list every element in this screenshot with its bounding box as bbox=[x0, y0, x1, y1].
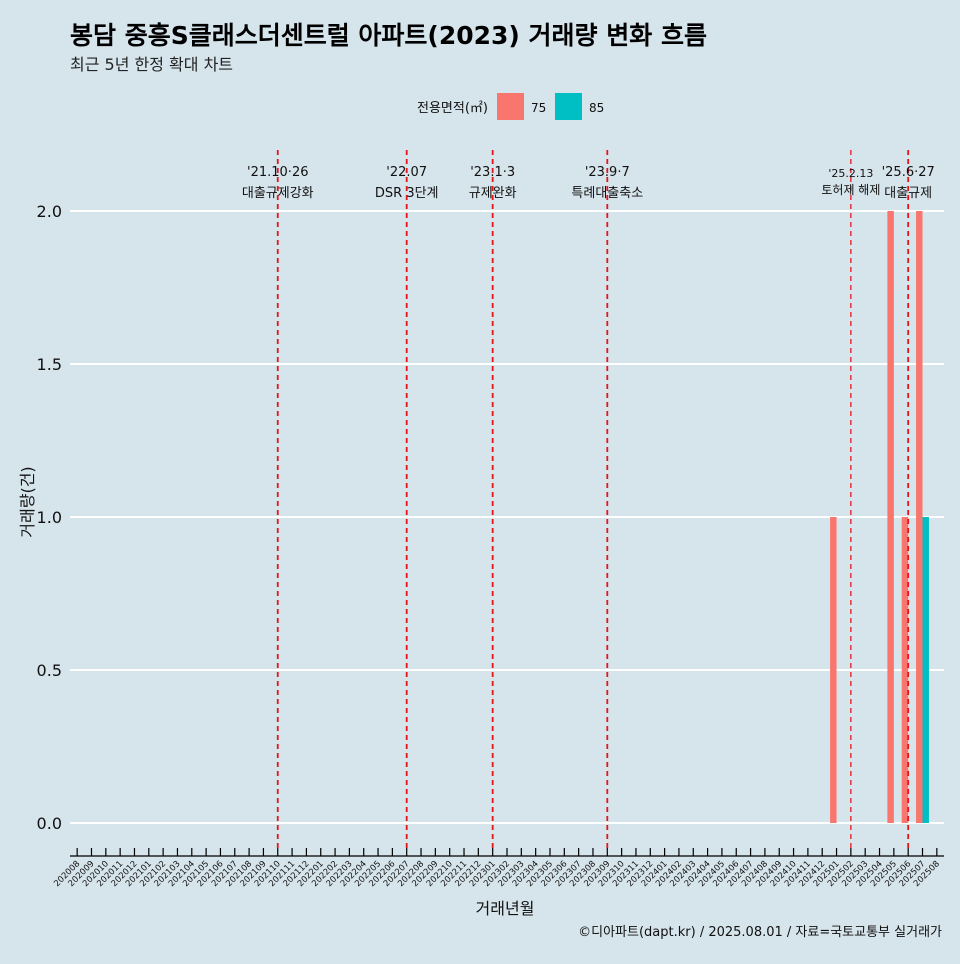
event-date: '21.10·26 bbox=[247, 165, 308, 180]
event-label: 특례대출축소 bbox=[571, 186, 643, 201]
y-tick-label: 0.0 bbox=[37, 814, 62, 833]
event-label: 대출규제 bbox=[884, 186, 932, 201]
legend: 전용면적(㎡) 75 85 bbox=[417, 93, 604, 120]
y-tick-label: 1.0 bbox=[37, 508, 62, 527]
bar-75-202507 bbox=[916, 211, 923, 823]
legend-key-75 bbox=[497, 93, 524, 120]
bar-layer bbox=[830, 211, 929, 823]
legend-label-85: 85 bbox=[589, 101, 604, 115]
event-label: 대출규제강화 bbox=[242, 186, 314, 201]
legend-title: 전용면적(㎡) bbox=[417, 101, 488, 116]
y-axis-label: 거래량(건) bbox=[18, 466, 37, 537]
chart-subtitle: 최근 5년 한정 확대 차트 bbox=[70, 55, 233, 74]
axis-layer: 2020082020092020102020112020122021012021… bbox=[52, 848, 944, 889]
bar-75-202506 bbox=[901, 517, 909, 823]
event-label: DSR 3단계 bbox=[375, 186, 439, 201]
y-tick-label: 0.5 bbox=[37, 661, 62, 680]
event-date: '23.9·7 bbox=[585, 165, 630, 180]
y-tick-label: 1.5 bbox=[37, 355, 62, 374]
event-date: '23.1·3 bbox=[470, 165, 515, 180]
x-axis-label: 거래년월 bbox=[476, 899, 535, 918]
legend-label-75: 75 bbox=[531, 101, 546, 115]
event-date: '25.6·27 bbox=[882, 165, 935, 180]
caption: ©디아파트(dapt.kr) / 2025.08.01 / 자료=국토교통부 실… bbox=[578, 925, 942, 940]
event-layer: '21.10·26 대출규제강화 '22.07 DSR 3단계 '23.1·3 규제완화 '… bbox=[242, 150, 935, 852]
y-tick-label: 2.0 bbox=[37, 202, 62, 221]
event-date: '25.2.13 bbox=[828, 167, 873, 180]
event-label: 규제완화 bbox=[469, 186, 517, 201]
event-label: 토허제 해제 bbox=[821, 183, 880, 197]
bar-85-202507 bbox=[922, 517, 929, 823]
chart-title: 봉담 중흥S클래스더센트럴 아파트(2023) 거래량 변화 흐름 bbox=[70, 21, 707, 50]
event-date: '22.07 bbox=[386, 165, 427, 180]
bar-75-202501 bbox=[830, 517, 837, 823]
grid-layer: 0.0 0.5 1.0 1.5 2.0 bbox=[37, 202, 944, 833]
legend-key-85 bbox=[555, 93, 582, 120]
bar-75-202505 bbox=[887, 211, 894, 823]
